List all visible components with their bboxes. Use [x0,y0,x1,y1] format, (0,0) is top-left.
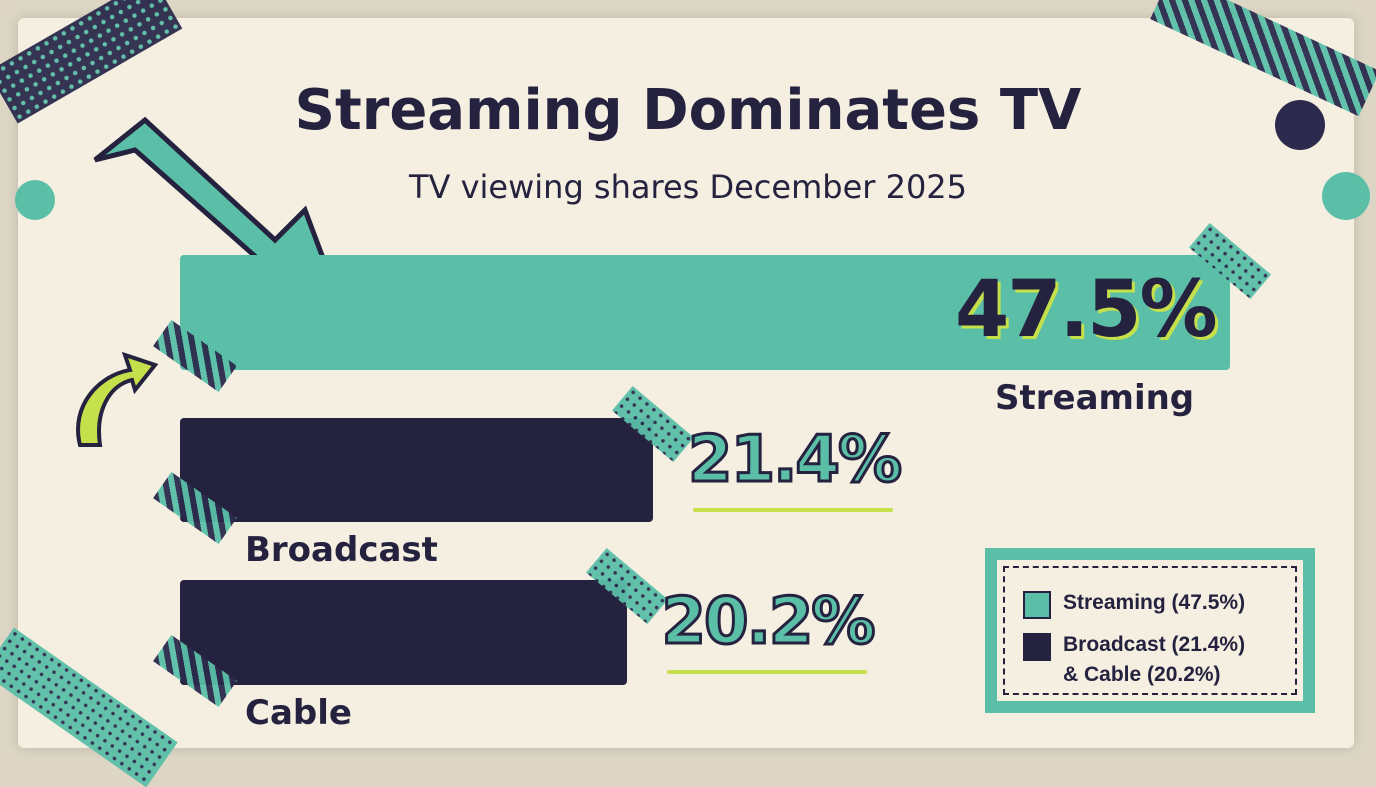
legend-item-broadcast-cable: Broadcast (21.4%) & Cable (20.2%) [1023,630,1245,690]
category-label-broadcast: Broadcast [245,530,438,570]
value-underline [693,508,894,512]
legend-swatch [1023,633,1051,661]
decorative-dot [1322,172,1370,220]
decorative-dot [1275,100,1325,150]
bar-chart: 47.5% Streaming 21.4% Broadcast 20.2% Cable [153,223,1271,733]
chart-title: Streaming Dominates TV [294,78,1082,143]
category-label-cable: Cable [245,693,352,733]
chart-subtitle: TV viewing shares December 2025 [408,168,968,206]
value-label-cable: 20.2% [660,584,877,661]
legend-label: Streaming (47.5%) [1063,591,1246,614]
bar-streaming [180,255,1230,370]
legend-item-streaming: Streaming (47.5%) [1023,588,1245,619]
legend-label: & Cable (20.2%) [1063,663,1221,686]
legend-label: Broadcast (21.4%) [1063,633,1246,656]
legend-swatch [1023,591,1051,619]
bar-cable [180,580,627,685]
value-label-broadcast: 21.4% [687,422,904,499]
value-label-streaming: 47.5% [955,265,1218,355]
decorative-dot [15,180,55,220]
curved-arrow-icon [76,351,159,447]
bar-broadcast [180,418,654,522]
value-underline [666,670,867,674]
category-label-streaming: Streaming [995,378,1195,418]
legend: Streaming (47.5%) Broadcast (21.4%) & Ca… [985,548,1315,713]
